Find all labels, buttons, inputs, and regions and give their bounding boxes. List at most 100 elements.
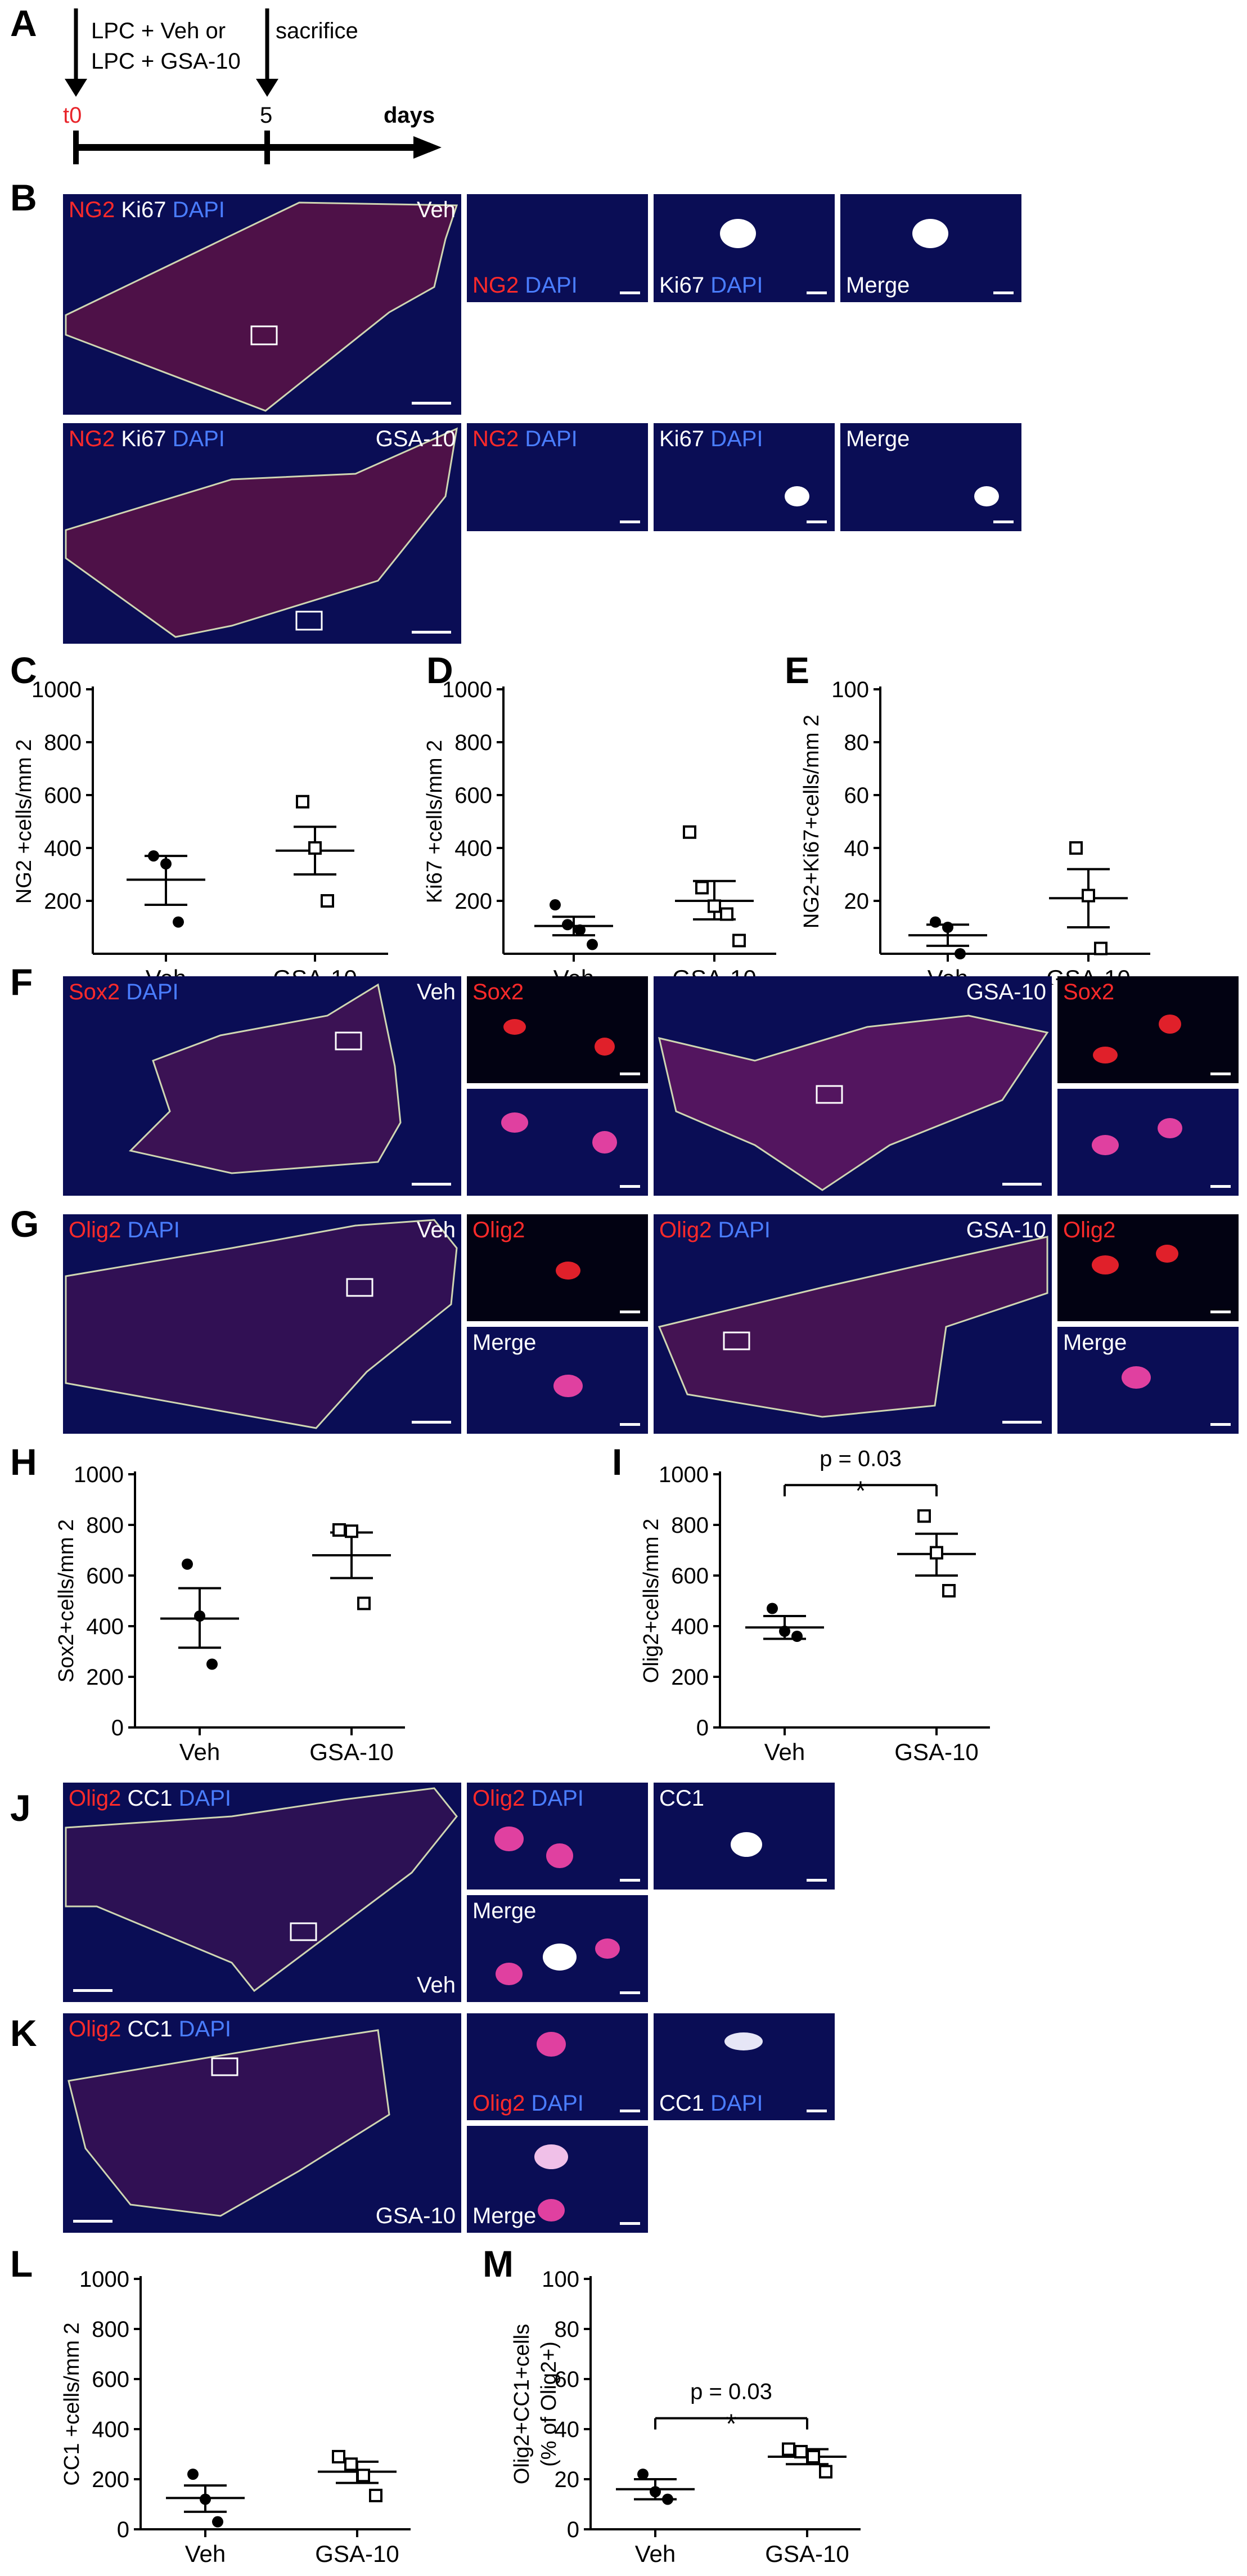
data-point-m — [819, 2465, 832, 2479]
panel-label-h: H — [10, 1441, 37, 1483]
data-point-e — [1082, 888, 1095, 903]
y-tick-label-e: 40 — [844, 836, 870, 861]
data-point-e — [1094, 941, 1108, 955]
micrograph-k-overview: Olig2 CC1 DAPI GSA-10 — [63, 2013, 461, 2233]
y-tick-label-i: 400 — [671, 1614, 709, 1639]
micrograph-b-veh-ng2: NG2 DAPI — [467, 194, 648, 302]
y-tick-label-d: 600 — [454, 783, 492, 808]
data-point-c — [173, 916, 184, 928]
p-value-m: p = 0.03 — [690, 2380, 772, 2404]
panel-label-g: G — [10, 1203, 39, 1245]
data-point-d — [587, 939, 598, 950]
micrograph-b-gsa10-ki67: Ki67 DAPI — [654, 423, 835, 531]
data-point-d — [708, 899, 721, 913]
y-tick-label-c: 200 — [44, 889, 82, 914]
micrograph-f-veh-sox2: Sox2 — [467, 976, 648, 1083]
micrograph-b-gsa10-merge: Merge — [840, 423, 1021, 531]
data-point-e — [1069, 841, 1083, 855]
data-point-c — [296, 795, 309, 809]
panel-label-d: D — [426, 649, 453, 691]
y-tick-label-h: 200 — [86, 1665, 124, 1690]
x-tick-label-i: GSA-10 — [894, 1739, 978, 1765]
data-point-l — [357, 2469, 370, 2483]
micrograph-k-merge: Merge — [467, 2126, 648, 2233]
data-point-m — [807, 2449, 820, 2463]
data-point-d — [683, 825, 696, 839]
y-axis-label-c: NG2 +cells/mm 2 — [12, 739, 36, 904]
data-point-m — [794, 2445, 808, 2459]
y-axis-label-h: Sox2+cells/mm 2 — [55, 1519, 78, 1682]
panel-label-f: F — [10, 961, 33, 1003]
data-point-l — [200, 2493, 211, 2505]
y-axis-label-e: NG2+Ki67+cells/mm 2 — [800, 715, 823, 928]
data-point-h — [332, 1523, 346, 1537]
y-tick-label-d: 400 — [454, 836, 492, 861]
y-tick-label-i: 600 — [671, 1564, 709, 1588]
data-point-l — [212, 2516, 223, 2528]
y-tick-label-d: 1000 — [442, 677, 492, 702]
micrograph-f-veh-overview: Sox2 DAPI Veh — [63, 976, 461, 1196]
y-tick-label-l: 200 — [92, 2467, 129, 2492]
micrograph-g-veh-overview: Olig2 DAPI Veh — [63, 1214, 461, 1434]
y-tick-label-m: 20 — [555, 2467, 580, 2492]
y-tick-label-e: 60 — [844, 783, 870, 808]
y-tick-label-h: 1000 — [74, 1462, 124, 1487]
timeline-t0-label: t0 — [63, 103, 82, 128]
y-tick-label-h: 400 — [86, 1614, 124, 1639]
x-tick-label-i: Veh — [764, 1739, 805, 1765]
y-tick-label-c: 400 — [44, 836, 82, 861]
data-point-h — [206, 1658, 218, 1670]
chart-l: 0 200 400 600 800 1000 CC1 +cells/mm 2 Veh GSA-1… — [60, 2267, 411, 2567]
y-tick-label-i: 200 — [671, 1665, 709, 1690]
significance-star-i: * — [856, 1476, 866, 1506]
y-axis-label-i: Olig2+cells/mm 2 — [640, 1519, 663, 1683]
data-point-m — [637, 2469, 649, 2480]
x-tick-label-m: GSA-10 — [765, 2541, 849, 2567]
data-point-c — [160, 858, 172, 870]
y-tick-label-m: 80 — [555, 2317, 580, 2342]
timeline-treatment-line1: LPC + Veh or — [91, 19, 226, 43]
data-point-d — [732, 934, 746, 948]
data-point-h — [345, 1524, 358, 1538]
timeline-sacrifice-label: sacrifice — [276, 19, 358, 43]
y-tick-label-l: 800 — [92, 2317, 129, 2342]
data-point-i — [917, 1509, 931, 1523]
micrograph-f-gsa10-merge — [1057, 1089, 1239, 1196]
data-point-d — [562, 919, 573, 931]
y-tick-label-d: 800 — [454, 730, 492, 755]
micrograph-f-gsa10-overview: GSA-10 — [654, 976, 1052, 1196]
data-point-h — [357, 1596, 371, 1610]
data-point-l — [369, 2488, 382, 2502]
chart-h: 0 200 400 600 800 1000 Sox2+cells/mm 2 Veh GSA-1… — [55, 1462, 405, 1765]
y-tick-label-e: 20 — [844, 889, 870, 914]
y-tick-label-h: 600 — [86, 1564, 124, 1588]
micrograph-b-veh-merge: Merge — [840, 194, 1021, 302]
y-tick-label-m: 100 — [542, 2267, 579, 2292]
y-tick-label-l: 400 — [92, 2417, 129, 2442]
data-point-e — [955, 948, 966, 959]
data-point-i — [791, 1631, 803, 1642]
chart-i: 0 200 400 600 800 1000 Olig2+cells/mm 2 Veh GSA-… — [640, 1446, 990, 1765]
y-axis-label2-m: (% of Olig2+) — [537, 2341, 561, 2467]
timeline-day5-label: 5 — [260, 103, 272, 128]
timeline-diagram: LPC + Veh or LPC + GSA-10 sacrifice t0 5… — [63, 8, 442, 164]
panel-label-m: M — [483, 2243, 514, 2285]
y-tick-label-l: 600 — [92, 2367, 129, 2392]
micrograph-b-veh-overview: NG2 Ki67 DAPI Veh — [63, 194, 461, 415]
significance-star-m: * — [726, 2409, 737, 2439]
data-point-l — [344, 2457, 358, 2471]
micrograph-g-veh-merge: Merge — [467, 1327, 648, 1434]
y-axis-label-m: Olig2+CC1+cells — [510, 2324, 534, 2484]
x-tick-label-m: Veh — [635, 2541, 676, 2567]
y-tick-label-h: 0 — [111, 1716, 124, 1740]
micrograph-k-cc1: CC1 DAPI — [654, 2013, 835, 2120]
chart-m: 0 20 40 60 80 100 Olig2+CC1+cells (% of Olig2+)… — [510, 2267, 861, 2567]
y-axis-label-l: CC1 +cells/mm 2 — [60, 2322, 84, 2485]
data-point-i — [930, 1546, 943, 1560]
panel-label-b: B — [10, 177, 37, 218]
y-tick-label-h: 800 — [86, 1513, 124, 1538]
p-value-i: p = 0.03 — [820, 1446, 902, 1471]
